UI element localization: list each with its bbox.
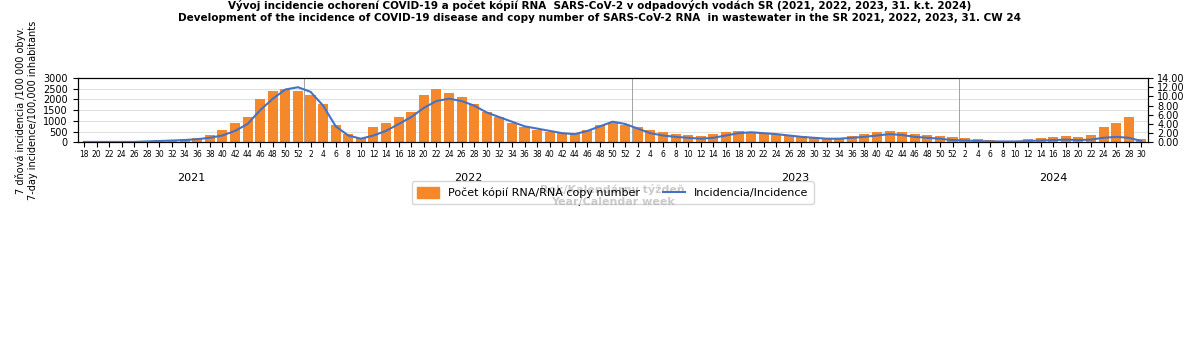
Legend: Počet kópií RNA/RNA copy number, Incidencia/Incidence: Počet kópií RNA/RNA copy number, Inciden… [412, 181, 814, 204]
Bar [721, 132, 731, 142]
Bar [382, 123, 391, 142]
Bar [142, 141, 152, 142]
Bar [708, 134, 719, 142]
Bar [545, 132, 554, 142]
Bar [658, 132, 668, 142]
Bar [1036, 138, 1045, 142]
Bar [456, 97, 467, 142]
Text: Vývoj incidencie ochorení COVID-19 a počet kópií RNA  SARS‑CoV‑2 v odpadových vo: Vývoj incidencie ochorení COVID-19 a poč… [179, 0, 1021, 22]
Bar [847, 136, 857, 142]
Bar [180, 139, 190, 142]
Text: 2021: 2021 [176, 173, 205, 183]
Bar [331, 125, 341, 142]
Bar [746, 132, 756, 142]
Bar [306, 95, 316, 142]
Bar [1049, 137, 1058, 142]
Bar [822, 138, 832, 142]
Bar [834, 138, 845, 142]
Bar [784, 135, 794, 142]
Bar [582, 130, 593, 142]
Bar [910, 134, 920, 142]
Bar [1061, 136, 1070, 142]
Bar [481, 112, 492, 142]
Bar [494, 117, 504, 142]
Bar [607, 123, 618, 142]
Bar [217, 130, 228, 142]
Bar [595, 125, 605, 142]
Bar [898, 132, 907, 142]
Bar [960, 138, 970, 142]
Bar [444, 93, 454, 142]
Bar [998, 141, 1008, 142]
Bar [1123, 117, 1134, 142]
Bar [809, 137, 820, 142]
Bar [230, 123, 240, 142]
Bar [520, 127, 529, 142]
Bar [167, 140, 178, 142]
Bar [431, 89, 442, 142]
Text: 2022: 2022 [454, 173, 482, 183]
Bar [469, 104, 479, 142]
Text: 2023: 2023 [781, 173, 809, 183]
Bar [1010, 141, 1020, 142]
Bar [506, 123, 517, 142]
Bar [356, 138, 366, 142]
Bar [343, 134, 353, 142]
Bar [620, 125, 630, 142]
Bar [985, 140, 995, 142]
Bar [1073, 137, 1084, 142]
Bar [758, 133, 769, 142]
Bar [318, 104, 328, 142]
Bar [646, 130, 655, 142]
Bar [268, 91, 277, 142]
Bar [532, 130, 542, 142]
Bar [293, 91, 302, 142]
Bar [205, 135, 215, 142]
Bar [1024, 139, 1033, 142]
Bar [130, 141, 139, 142]
Bar [872, 132, 882, 142]
Bar [935, 136, 944, 142]
Bar [1136, 139, 1146, 142]
Bar [671, 134, 680, 142]
Bar [733, 131, 744, 142]
Bar [419, 95, 428, 142]
Bar [368, 127, 378, 142]
Bar [1086, 135, 1096, 142]
Y-axis label: 7 dňová incidencia /100 000 obyv.
7-day incidence/100,000 inhabitants: 7 dňová incidencia /100 000 obyv. 7-day … [14, 21, 37, 200]
Bar [884, 131, 895, 142]
Bar [242, 117, 253, 142]
Bar [1098, 127, 1109, 142]
Bar [570, 134, 580, 142]
Bar [192, 138, 203, 142]
Bar [256, 100, 265, 142]
Bar [948, 137, 958, 142]
Bar [116, 141, 127, 142]
Bar [557, 133, 568, 142]
Bar [1111, 123, 1121, 142]
Bar [394, 117, 403, 142]
Bar [772, 134, 781, 142]
Bar [281, 89, 290, 142]
Bar [632, 127, 643, 142]
Bar [696, 136, 706, 142]
Bar [797, 136, 806, 142]
Bar [683, 135, 694, 142]
Bar [155, 140, 164, 142]
Bar [406, 112, 416, 142]
Text: 2024: 2024 [1039, 173, 1068, 183]
Bar [859, 134, 870, 142]
X-axis label: Rok/Kalendárny týždeň
Year/Calendar week: Rok/Kalendárny týždeň Year/Calendar week [540, 184, 685, 207]
Bar [973, 139, 983, 142]
Bar [923, 135, 932, 142]
